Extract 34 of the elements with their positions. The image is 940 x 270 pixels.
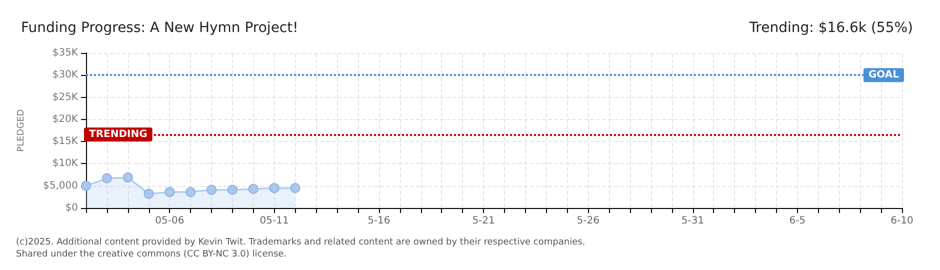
point xyxy=(269,183,280,194)
x-tick-label: 6-10 xyxy=(890,216,914,226)
y-tick-label: $5,000 xyxy=(43,180,78,192)
ref-line-label: TRENDING xyxy=(89,128,148,140)
y-tick-label: $20K xyxy=(52,114,78,125)
chart-subtitle: Trending: $16.6k (55%) xyxy=(748,20,914,36)
point xyxy=(290,183,300,194)
point xyxy=(206,184,217,195)
x-tick-label: 05-06 xyxy=(155,216,184,226)
point xyxy=(102,173,112,184)
chart-title: Funding Progress: A New Hymn Project! xyxy=(21,20,298,36)
x-tick-label: 6-5 xyxy=(789,216,806,226)
text: Shared under the creative commons (CC BY-NC 3.0) license. xyxy=(16,250,287,260)
point xyxy=(227,184,238,195)
y-tick-label: $25K xyxy=(52,92,78,103)
point xyxy=(122,172,133,182)
x-tick-label: 05-11 xyxy=(260,216,289,226)
point xyxy=(144,188,154,199)
text: (c)2025. Additional content provided by Kevin Twit. Trademarks and related content are owned by their respective companies. xyxy=(16,238,586,248)
y-axis-title: PLEDGED xyxy=(16,109,26,152)
y-tick-label: $15K xyxy=(52,136,78,148)
point xyxy=(164,187,175,198)
x-tick-label: 5-21 xyxy=(472,216,495,226)
x-tick-label: 5-26 xyxy=(576,216,600,226)
point xyxy=(248,184,258,194)
y-tick-label: $10K xyxy=(52,158,78,170)
point xyxy=(186,187,196,198)
x-tick-label: 5-31 xyxy=(681,216,704,226)
point xyxy=(81,180,91,191)
y-tick-label: $30K xyxy=(52,70,78,81)
ref-line-label: GOAL xyxy=(868,70,900,81)
x-tick-label: 5-16 xyxy=(368,216,390,226)
y-tick-label: $0 xyxy=(65,202,78,214)
y-tick-label: $35K xyxy=(52,48,78,58)
